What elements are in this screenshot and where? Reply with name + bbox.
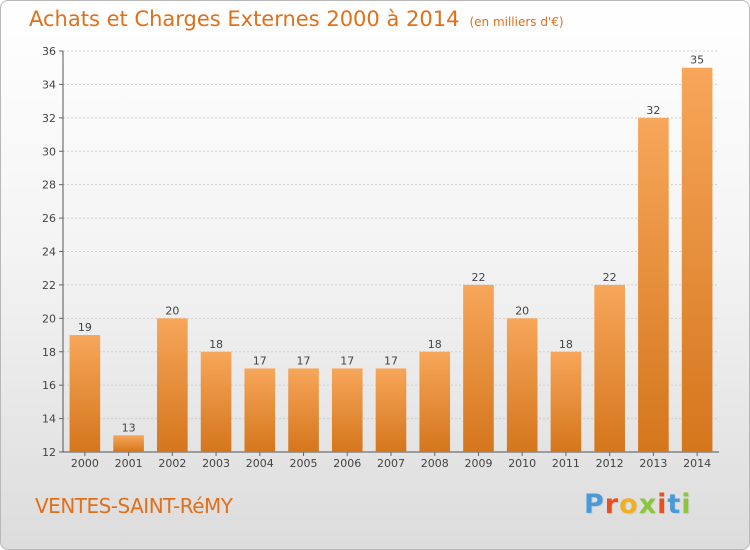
x-tick-label: 2008	[421, 457, 449, 470]
logo-letter: x	[638, 489, 658, 520]
x-tick-label: 2009	[464, 457, 492, 470]
x-tick-label: 2010	[508, 457, 536, 470]
chart-subtitle: (en milliers d'€)	[469, 15, 564, 29]
bar-value-label: 18	[559, 338, 573, 351]
y-tick-label: 34	[42, 78, 56, 91]
bar-value-label: 35	[690, 54, 704, 67]
town-name: VENTES-SAINT-RéMY	[35, 494, 233, 518]
x-tick-label: 2014	[683, 457, 711, 470]
x-tick-label: 2002	[158, 457, 186, 470]
y-tick-label: 30	[42, 145, 56, 158]
y-tick-label: 24	[42, 246, 56, 259]
bar-value-label: 20	[515, 304, 529, 317]
bar-value-label: 20	[165, 304, 179, 317]
y-tick-label: 22	[42, 279, 56, 292]
x-tick-label: 2001	[115, 457, 143, 470]
y-tick-label: 26	[42, 212, 56, 225]
y-tick-label: 36	[42, 45, 56, 58]
bar-value-label: 17	[297, 354, 311, 367]
x-tick-label: 2004	[246, 457, 274, 470]
bar	[506, 318, 538, 452]
bar-value-label: 22	[471, 271, 485, 284]
logo-letter: o	[619, 489, 639, 520]
y-tick-label: 20	[42, 312, 56, 325]
bar	[331, 368, 363, 452]
bar	[463, 284, 494, 452]
x-tick-label: 2012	[596, 457, 624, 470]
y-tick-label: 16	[42, 379, 56, 392]
bar	[157, 318, 188, 452]
bar-value-label: 17	[384, 354, 398, 367]
bar	[594, 284, 625, 452]
x-tick-label: 2006	[333, 457, 361, 470]
bar-value-label: 17	[253, 354, 267, 367]
x-tick-label: 2000	[71, 457, 99, 470]
proxiti-logo: Proxiti	[584, 489, 692, 520]
bar	[638, 117, 669, 452]
bar-value-label: 18	[209, 338, 223, 351]
bar-value-label: 19	[78, 321, 92, 334]
bar	[550, 351, 582, 452]
bar	[200, 351, 232, 452]
bar	[244, 368, 276, 452]
y-tick-label: 12	[42, 446, 56, 459]
y-tick-label: 32	[42, 112, 56, 125]
bar	[681, 67, 713, 452]
bar-value-label: 22	[603, 271, 617, 284]
logo-letter: i	[681, 489, 692, 520]
y-tick-label: 18	[42, 346, 56, 359]
bar	[113, 435, 144, 452]
bar-value-label: 32	[646, 104, 660, 117]
y-tick-label: 28	[42, 179, 56, 192]
logo-letter: P	[584, 489, 605, 520]
x-tick-label: 2005	[290, 457, 318, 470]
x-tick-label: 2003	[202, 457, 230, 470]
x-tick-label: 2013	[639, 457, 667, 470]
logo-letter: r	[604, 489, 620, 520]
logo-letter: i	[657, 489, 668, 520]
bar	[419, 351, 451, 452]
bar-value-label: 17	[340, 354, 354, 367]
x-tick-label: 2007	[377, 457, 405, 470]
bar-value-label: 18	[428, 338, 442, 351]
x-tick-label: 2011	[552, 457, 580, 470]
bar	[69, 335, 101, 452]
bar	[375, 368, 407, 452]
chart-title-text: Achats et Charges Externes 2000 à 2014	[29, 7, 460, 31]
bar-value-label: 13	[122, 421, 136, 434]
y-tick-label: 14	[42, 413, 56, 426]
bar	[288, 368, 319, 452]
chart-title: Achats et Charges Externes 2000 à 2014 (e…	[29, 7, 564, 31]
logo-letter: t	[667, 489, 682, 520]
